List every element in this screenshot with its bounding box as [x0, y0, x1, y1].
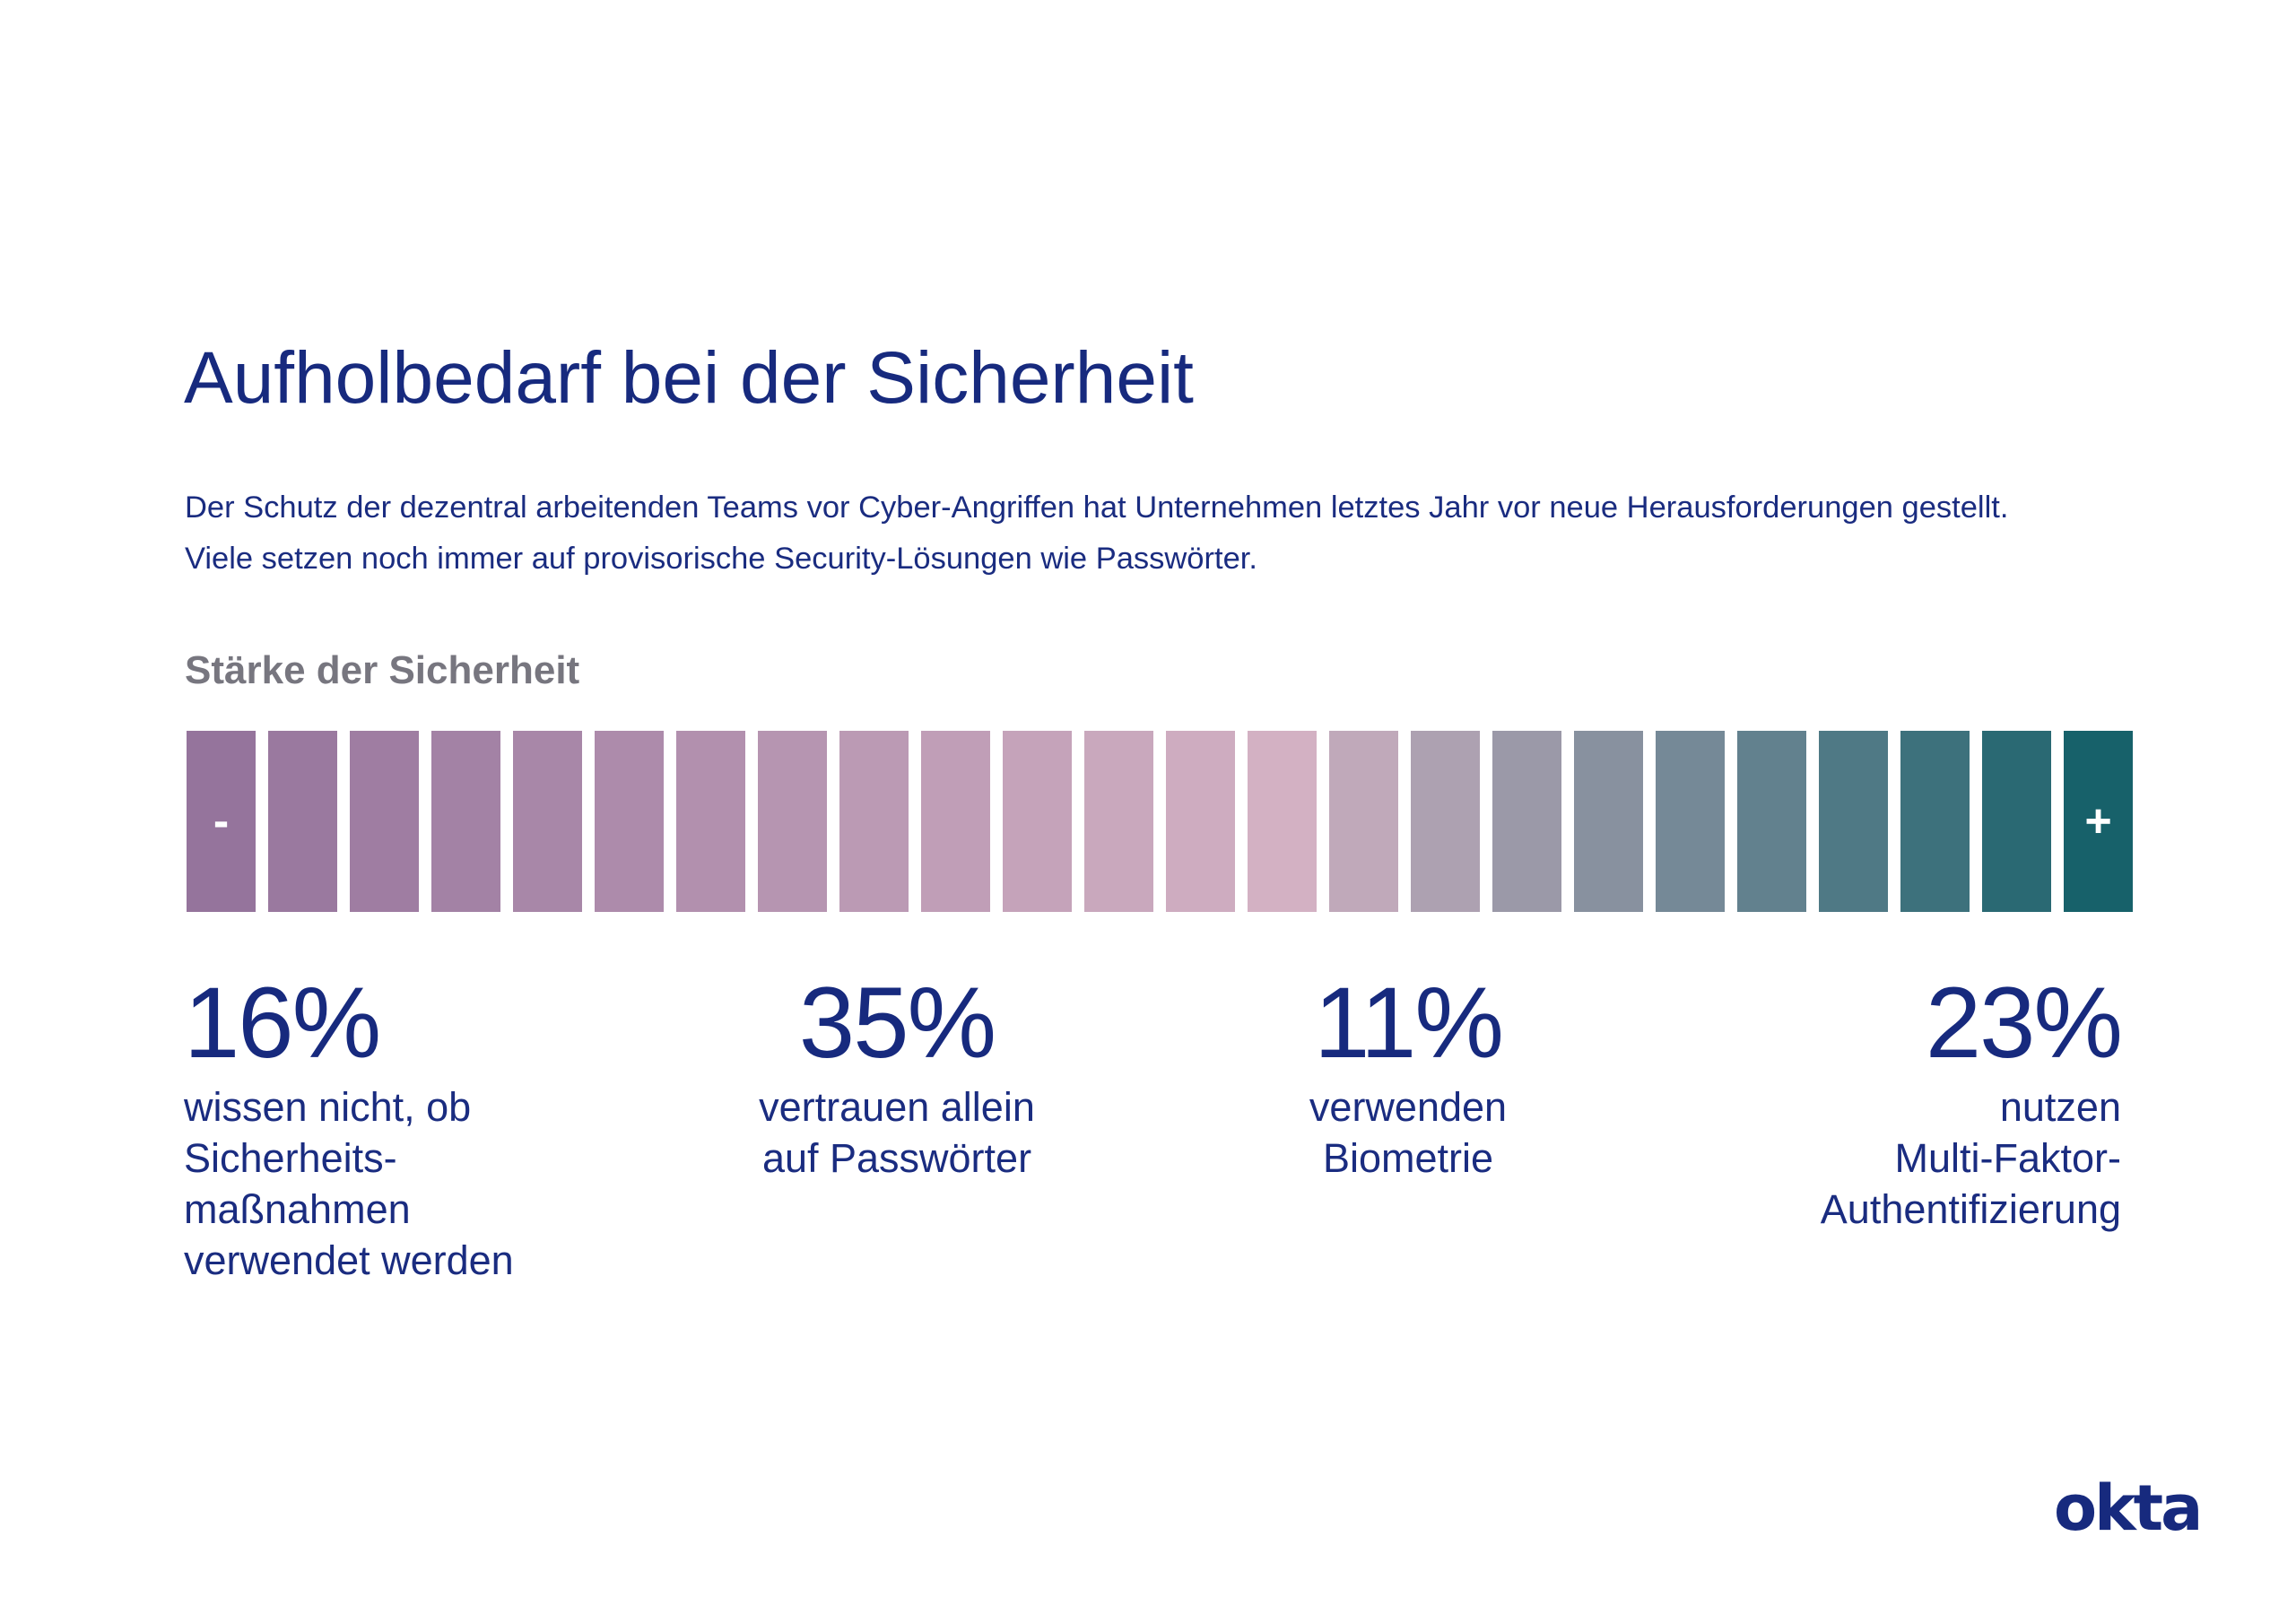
stat-label: verwenden Biometrie — [1309, 1084, 1508, 1181]
scale-segment — [1982, 731, 2051, 912]
intro-text: Der Schutz der dezentral arbeitenden Tea… — [185, 482, 2248, 585]
scale-min-segment: - — [187, 731, 256, 912]
scale-segment — [1574, 731, 1643, 912]
scale-segment — [1656, 731, 1725, 912]
stat-value: 35% — [798, 967, 996, 1079]
intro-line-2: Viele setzen noch immer auf provisorisch… — [185, 542, 1257, 576]
scale-segment — [1411, 731, 1480, 912]
scale-segment — [350, 731, 419, 912]
stat-label: wissen nicht, ob Sicherheits- maßnahmen … — [184, 1084, 514, 1283]
intro-line-1: Der Schutz der dezentral arbeitenden Tea… — [185, 490, 2009, 525]
stat-label: nutzen Multi-Faktor- Authentifizierung — [1820, 1084, 2121, 1232]
stat-biometrics: 11% verwenden Biometrie — [1256, 970, 1561, 1184]
scale-segment — [1003, 731, 1072, 912]
scale-segment — [839, 731, 909, 912]
scale-segment — [1492, 731, 1561, 912]
scale-segment — [595, 731, 664, 912]
stat-value: 11% — [1314, 967, 1504, 1079]
scale-segment — [513, 731, 582, 912]
scale-segment — [676, 731, 745, 912]
scale-segment — [758, 731, 827, 912]
stat-label: vertrauen allein auf Passwörter — [759, 1084, 1035, 1181]
scale-title: Stärke der Sicherheit — [185, 648, 580, 692]
stat-value: 23% — [1925, 967, 2123, 1079]
scale-segment — [268, 731, 337, 912]
scale-segment — [1329, 731, 1398, 912]
scale-segment — [1084, 731, 1153, 912]
scale-max-segment: + — [2064, 731, 2133, 912]
stat-value: 16% — [184, 967, 381, 1079]
scale-segment — [1248, 731, 1317, 912]
okta-logo: okta — [2054, 1471, 2203, 1545]
scale-segment — [1737, 731, 1806, 912]
scale-segment — [431, 731, 500, 912]
stat-passwords-only: 35% vertrauen allein auf Passwörter — [718, 970, 1076, 1184]
scale-segment — [921, 731, 990, 912]
stat-unknown-measures: 16% wissen nicht, ob Sicherheits- maßnah… — [184, 970, 514, 1286]
scale-segment — [1819, 731, 1888, 912]
stat-mfa: 23% nutzen Multi-Faktor- Authentifizieru… — [1820, 967, 2123, 1235]
scale-segment — [1900, 731, 1970, 912]
scale-segment — [1166, 731, 1235, 912]
page-title: Aufholbedarf bei der Sicherheit — [184, 337, 1194, 419]
